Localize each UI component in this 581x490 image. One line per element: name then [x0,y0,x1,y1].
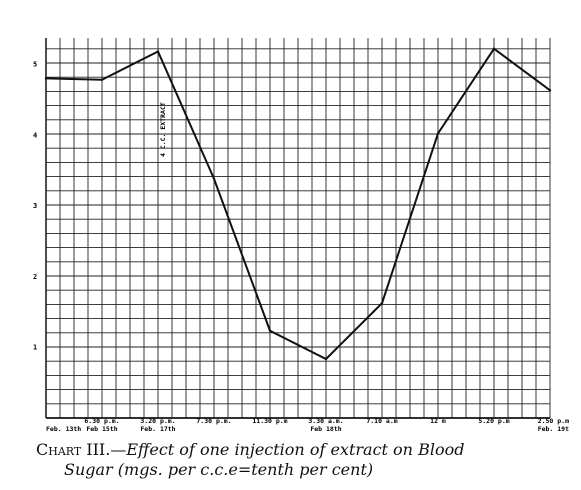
data-point [212,177,216,180]
data-point [548,89,552,92]
y-tick-label: 2 [33,273,37,281]
x-tick-sublabel: Feb. 13th [46,425,81,433]
caption-text-line1: —Effect of one injection of extract on B… [110,440,465,459]
x-tick-label: 5.20 p.m [478,417,509,425]
y-tick-label: 1 [33,344,37,352]
x-tick-sublabel: Feb. 17th [140,425,175,433]
x-tick-sublabel: Feb. 19t [538,425,569,433]
data-point [44,77,48,80]
data-point [268,329,272,332]
data-point [324,357,328,361]
x-tick-label: 7.30 p.m. [196,417,231,425]
data-point [492,47,496,50]
data-point [380,301,384,305]
y-tick-label: 5 [33,61,37,69]
chart-grid [45,38,551,419]
caption-label: Chart III. [36,440,111,459]
injection-annotation: 4 C.C. EXTRACT [159,102,167,157]
x-tick-label: 3.20 p.m. [140,417,175,425]
y-tick-label: 4 [33,131,37,139]
data-point [436,132,440,135]
chart-caption: Chart III.—Effect of one injection of ex… [36,440,576,480]
data-point [100,78,104,81]
x-tick-sublabel: Feb 15th [86,425,117,433]
caption-text-line2: Sugar (mgs. per c.c.e=tenth per cent) [64,460,374,479]
series-line [45,47,551,361]
x-tick-label: 12 m [430,417,446,425]
data-point [156,50,160,53]
series-points [44,47,552,361]
x-tick-label: 7.10 a.m [366,417,397,425]
x-tick-sublabel: Feb 18th [310,425,341,433]
x-tick-label: 2.50 p.m [538,417,569,425]
y-tick-label: 3 [33,202,37,210]
x-tick-label: 3.30 a.m. [308,417,343,425]
x-tick-label: 6.30 p.m. [84,417,119,425]
y-axis-ticks: 1 2 3 4 5 [33,61,37,352]
x-tick-label: 11.30 p.m [252,417,287,425]
